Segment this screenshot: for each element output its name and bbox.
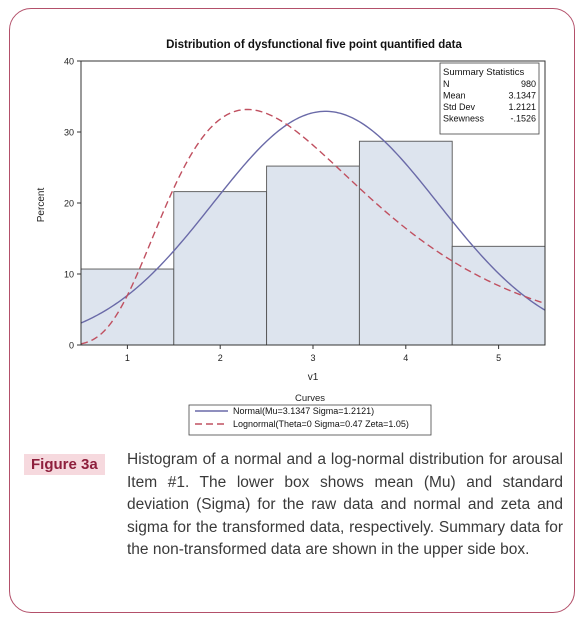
legend-entry-label: Lognormal(Theta=0 Sigma=0.47 Zeta=1.05)	[233, 419, 409, 429]
y-tick-label: 0	[69, 341, 74, 351]
legend-entry-label: Normal(Mu=3.1347 Sigma=1.2121)	[233, 406, 374, 416]
histogram-bar	[80, 268, 175, 346]
summary-stat-label: Mean	[443, 91, 466, 101]
summary-title: Summary Statistics	[443, 67, 525, 78]
summary-stat-label: Std Dev	[443, 102, 476, 112]
x-tick-label: 2	[218, 353, 223, 363]
figure-caption: Histogram of a normal and a log-normal d…	[127, 451, 563, 558]
figure-label: Figure 3a	[24, 454, 105, 475]
y-axis-label: Percent	[36, 188, 47, 223]
normal-curve	[80, 110, 546, 324]
x-tick-label: 1	[125, 353, 130, 363]
summary-stat-value: 3.1347	[508, 91, 536, 101]
summary-stat-value: -.1526	[510, 114, 536, 124]
legend: Curves Normal(Mu=3.1347 Sigma=1.2121) Log…	[188, 393, 432, 436]
legend-title: Curves	[295, 393, 325, 404]
y-tick-label: 20	[64, 199, 74, 209]
histogram-bar	[358, 140, 453, 346]
x-tick-label: 3	[310, 353, 315, 363]
summary-stat-value: 980	[521, 79, 536, 89]
x-tick-label: 5	[496, 353, 501, 363]
summary-statistics-box: Summary Statistics N 980 Mean 3.1347 Std Dev…	[439, 62, 540, 135]
x-axis-label: v1	[308, 372, 319, 383]
y-tick-label: 30	[64, 128, 74, 138]
lognormal-curve	[80, 108, 546, 345]
plot-area: 0 10 20 30 40 1 2 3 4 5	[64, 57, 546, 363]
y-tick-label: 40	[64, 57, 74, 67]
chart-title: Distribution of dysfunctional five point…	[166, 39, 462, 51]
y-tick-label: 10	[64, 270, 74, 280]
histogram-bar	[266, 165, 360, 346]
x-tick-label: 4	[403, 353, 408, 363]
histogram-bar	[451, 245, 546, 346]
summary-stat-value: 1.2121	[508, 102, 536, 112]
summary-stat-label: Skewness	[443, 114, 485, 124]
histogram-bar	[173, 191, 268, 346]
summary-stat-label: N	[443, 79, 450, 89]
histogram-chart: Distribution of dysfunctional five point…	[36, 39, 546, 436]
